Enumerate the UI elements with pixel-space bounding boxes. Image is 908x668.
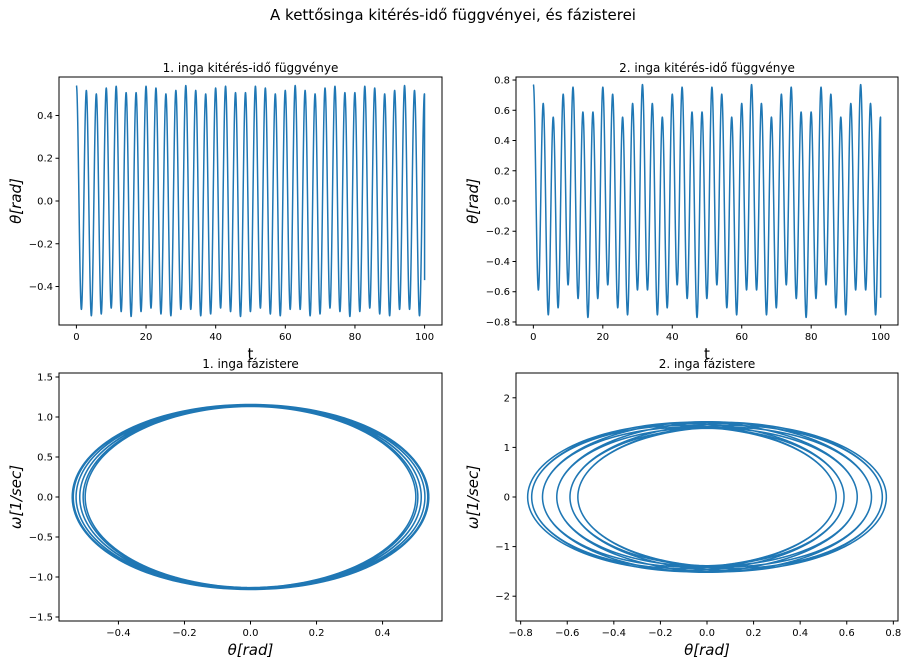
chart-panel-1: 0 20 40 60 80 100 −0.4 −0.2 0.0 0.2 0.4 1. inga kit…: [7, 61, 443, 363]
y-tick-label: 0.8: [494, 76, 510, 87]
y-tick-label: −0.4: [486, 257, 510, 268]
y-tick-label: 0.2: [494, 166, 510, 177]
x-tick-label: −0.6: [555, 628, 579, 639]
axes-frame: [58, 76, 443, 326]
x-tick-label: 0.6: [839, 628, 855, 639]
x-tick-label: 20: [140, 332, 153, 343]
axes-frame: [515, 372, 899, 622]
axes-title: 1. inga fázistere: [202, 357, 299, 371]
y-axis-label: θ[rad]: [7, 178, 25, 224]
series-line-3-1: [71, 403, 430, 591]
series-line-4-1: [526, 420, 888, 574]
y-tick-label: 0: [504, 493, 510, 504]
y-tick-label: 0.2: [37, 154, 53, 165]
x-tick-label: 80: [805, 332, 818, 343]
x-tick-label: 0.4: [375, 628, 391, 639]
x-tick-label: 0.8: [885, 628, 901, 639]
x-tick-label: 0.2: [309, 628, 325, 639]
x-tick-label: −0.2: [648, 628, 672, 639]
axes-title: 2. inga fázistere: [659, 357, 756, 371]
y-tick-label: 1.5: [37, 373, 53, 384]
y-tick-label: 2: [504, 393, 510, 404]
x-tick-label: 0.4: [792, 628, 808, 639]
y-tick-label: 1.0: [37, 413, 53, 424]
x-tick-label: 20: [596, 332, 609, 343]
x-tick-label: 40: [666, 332, 679, 343]
x-tick-label: 0.0: [699, 628, 715, 639]
y-axis-label: ω[1/sec]: [464, 465, 482, 529]
x-axis-label: t: [704, 345, 710, 363]
chart-panel-4: −0.8 −0.6 −0.4 −0.2 0.0 0.2 0.4 0.6 0.8 −2 −1 0 1 2 2.…: [464, 357, 901, 659]
y-tick-label: −0.2: [29, 239, 53, 250]
y-tick-label: 0.6: [494, 106, 510, 117]
y-tick-label: −1.5: [29, 613, 53, 624]
y-tick-label: −1: [495, 542, 510, 553]
x-tick-label: 100: [415, 332, 434, 343]
x-tick-label: 0: [530, 332, 536, 343]
y-tick-label: 0.0: [37, 197, 53, 208]
x-tick-label: −0.4: [106, 628, 130, 639]
axes-frame: [58, 372, 443, 622]
y-tick-label: −0.4: [29, 282, 53, 293]
y-tick-label: 0.5: [37, 453, 53, 464]
x-tick-label: 60: [279, 332, 292, 343]
x-tick-label: 40: [209, 332, 222, 343]
x-tick-label: 100: [871, 332, 890, 343]
x-tick-label: 0.0: [243, 628, 259, 639]
x-axis-label: θ[rad]: [684, 641, 730, 659]
x-axis-label: θ[rad]: [228, 641, 274, 659]
x-tick-label: 0.2: [746, 628, 762, 639]
axes-title: 1. inga kitérés-idő függvénye: [163, 61, 339, 75]
chart-panel-3: −0.4 −0.2 0.0 0.2 0.4 −1.5 −1.0 −0.5 0.0 0.5 1.0 1.…: [7, 357, 443, 659]
y-tick-label: 0.0: [37, 493, 53, 504]
series-line-2-1: [532, 83, 882, 319]
y-tick-label: −0.5: [29, 533, 53, 544]
x-tick-label: 60: [735, 332, 748, 343]
y-tick-label: 1: [504, 443, 510, 454]
y-tick-label: −0.8: [486, 317, 510, 328]
x-tick-label: −0.2: [172, 628, 196, 639]
series-line-1-1: [75, 84, 426, 318]
y-tick-label: −0.6: [486, 287, 510, 298]
y-tick-label: 0.4: [494, 136, 510, 147]
y-tick-label: 0.4: [37, 111, 53, 122]
x-tick-label: 80: [349, 332, 362, 343]
y-axis-label: θ[rad]: [464, 178, 482, 224]
y-tick-label: 0.0: [494, 197, 510, 208]
y-axis-label: ω[1/sec]: [7, 465, 25, 529]
y-tick-label: −2: [495, 592, 510, 603]
x-tick-label: 0: [73, 332, 79, 343]
chart-panel-2: 0 20 40 60 80 100 −0.8 −0.6 −0.4 −0.2 0.0 0.2 0.4 0.6…: [464, 61, 899, 363]
y-tick-label: −0.2: [486, 227, 510, 238]
x-tick-label: −0.4: [602, 628, 626, 639]
x-axis-label: t: [248, 345, 254, 363]
y-tick-label: −1.0: [29, 573, 53, 584]
figure-suptitle: A kettősinga kitérés-idő függvényei, és …: [270, 6, 636, 24]
axes-title: 2. inga kitérés-idő függvénye: [619, 61, 795, 75]
x-tick-label: −0.8: [509, 628, 533, 639]
